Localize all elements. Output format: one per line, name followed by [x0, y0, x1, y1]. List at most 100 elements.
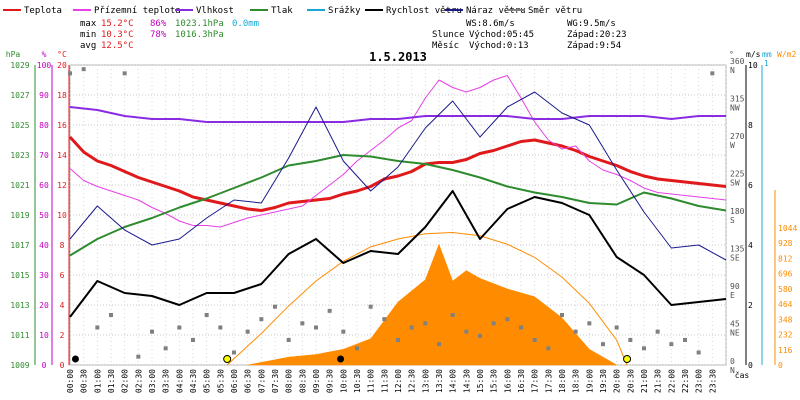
x-axis-label: čas — [735, 370, 750, 380]
legend-label: Srážky — [328, 6, 361, 16]
tick-label-pct: 100 — [37, 61, 52, 70]
tick-label-time: 13:00 — [421, 369, 430, 393]
info-ws: WS:8.6m/s — [466, 19, 515, 29]
tick-label-time: 10:30 — [353, 369, 362, 393]
tick-label-pct: 80 — [39, 121, 49, 130]
tick-label-hpa: 1011 — [10, 331, 29, 340]
wind-direction-point — [68, 71, 72, 76]
stat-max-press: 1023.1hPa — [175, 19, 224, 29]
tick-label-time: 21:30 — [654, 369, 663, 393]
tick-label-dir: 0 — [730, 357, 735, 366]
tick-label-ms: 8 — [748, 121, 753, 130]
tick-label-time: 10:00 — [339, 369, 348, 393]
info-moon-label: Měsíc — [432, 41, 459, 51]
tick-label-time: 23:30 — [708, 369, 717, 393]
wind-direction-point — [163, 346, 168, 351]
tick-label-degc: 16 — [57, 121, 67, 130]
tick-label-time: 03:30 — [162, 369, 171, 393]
wind-direction-point — [601, 342, 605, 347]
tick-label-degc: 8 — [60, 241, 65, 250]
tick-label-time: 05:30 — [216, 369, 225, 393]
wind-direction-point — [191, 338, 195, 342]
tick-label-hpa: 1027 — [10, 91, 29, 100]
wind-direction-point — [122, 71, 127, 76]
axis-title-pct: % — [42, 50, 47, 59]
tick-label-ms: 6 — [748, 181, 753, 190]
wind-direction-point — [327, 308, 332, 313]
series-line-tlak — [69, 154, 727, 257]
tick-label-dir: 315 — [730, 95, 745, 104]
wind-direction-point — [177, 325, 182, 330]
wind-direction-point — [587, 321, 592, 326]
axis-title-dir: ° — [729, 50, 734, 59]
series-area-solar — [247, 243, 618, 366]
tick-label-dir: 90 — [730, 282, 740, 291]
tick-label-time: 22:00 — [667, 369, 676, 393]
info-moonrise: Východ:0:13 — [469, 41, 529, 51]
tick-label-degc: 18 — [57, 91, 67, 100]
tick-label-time: 15:00 — [476, 369, 485, 393]
tick-label-time: 18:00 — [558, 369, 567, 393]
tick-label-time: 21:00 — [640, 369, 649, 393]
tick-label-time: 05:00 — [203, 369, 212, 393]
tick-label-pct: 10 — [39, 331, 49, 340]
axis-title-wm2: W/m2 — [777, 50, 796, 59]
legend-label: Náraz větru — [466, 6, 526, 16]
compass-label: W — [730, 141, 735, 150]
tick-label-ms: 2 — [748, 301, 753, 310]
wind-direction-point — [532, 338, 537, 342]
stat-avg-temp: 12.5°C — [101, 41, 134, 51]
stat-max-temp: 15.2°C — [101, 19, 134, 29]
wind-direction-point — [204, 313, 209, 317]
tick-label-time: 06:00 — [230, 369, 239, 393]
wind-direction-point — [560, 313, 564, 317]
tick-label-time: 19:30 — [599, 369, 608, 393]
wind-direction-point — [546, 346, 551, 351]
wind-direction-point — [368, 304, 373, 309]
tick-label-hpa: 1025 — [10, 121, 29, 130]
tick-label-time: 01:00 — [93, 369, 102, 393]
wind-direction-point — [150, 329, 154, 334]
stat-avg-label: avg — [80, 41, 96, 51]
compass-label: SW — [730, 179, 740, 188]
wind-direction-point — [341, 329, 346, 334]
tick-label-pct: 0 — [42, 361, 47, 370]
tick-label-pct: 70 — [39, 151, 49, 160]
wind-direction-point — [396, 338, 400, 342]
compass-label: SE — [730, 254, 740, 263]
tick-label-wm2: 696 — [778, 270, 793, 279]
tick-label-time: 17:00 — [531, 369, 540, 393]
wind-direction-point — [710, 71, 715, 76]
tick-label-time: 06:30 — [244, 369, 253, 393]
tick-label-ms: 4 — [748, 241, 753, 250]
tick-label-hpa: 1021 — [10, 181, 29, 190]
compass-label: NE — [730, 329, 740, 338]
series-line-teplota — [68, 135, 727, 212]
compass-label: N — [730, 66, 735, 75]
tick-label-hpa: 1009 — [10, 361, 29, 370]
tick-label-time: 20:30 — [626, 369, 635, 393]
tick-label-time: 08:00 — [285, 369, 294, 393]
axis-title-degc: °C — [57, 50, 67, 59]
tick-label-time: 09:00 — [312, 369, 321, 393]
tick-label-time: 02:30 — [134, 369, 143, 393]
wind-direction-point — [259, 317, 264, 322]
wind-direction-point — [655, 329, 660, 334]
wind-direction-point — [669, 342, 674, 347]
legend-label: Vlhkost — [196, 6, 234, 16]
stat-min-label: min — [80, 30, 96, 40]
wind-direction-point — [218, 325, 223, 330]
wind-direction-point — [683, 338, 687, 342]
tick-label-time: 16:00 — [503, 369, 512, 393]
wind-direction-point — [519, 325, 523, 330]
stat-min-press: 1016.3hPa — [175, 30, 224, 40]
tick-label-time: 03:00 — [148, 369, 157, 393]
legend-label: Přízemní teplota — [94, 6, 181, 16]
tick-label-dir: 180 — [730, 207, 745, 216]
compass-label: NW — [730, 104, 740, 113]
wind-direction-point — [355, 346, 359, 351]
wind-direction-point — [273, 304, 277, 309]
tick-label-dir: 225 — [730, 170, 745, 179]
wind-direction-point — [423, 321, 428, 326]
